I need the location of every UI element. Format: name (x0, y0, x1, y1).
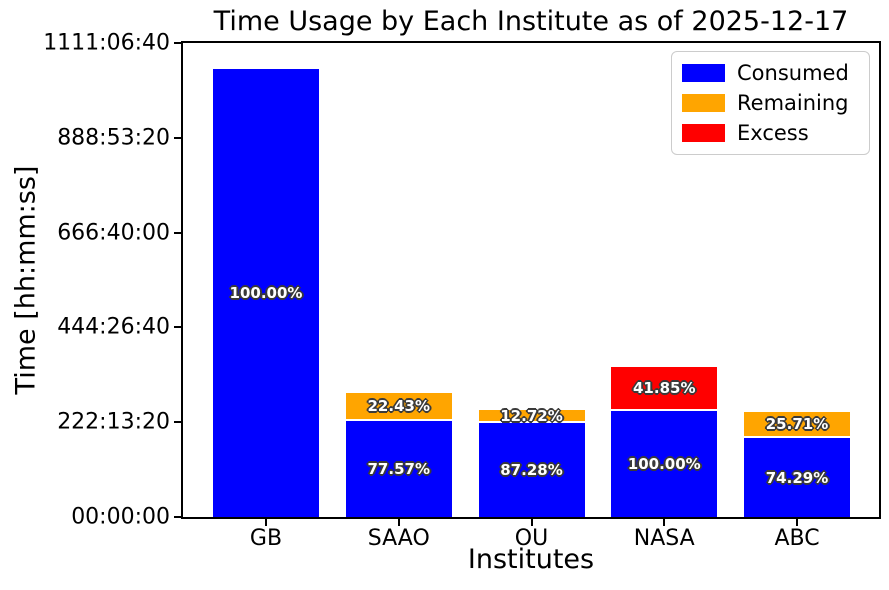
y-tick-mark (174, 421, 181, 424)
x-tick-mark (796, 519, 798, 526)
x-tick-label-saao: SAAO (367, 526, 430, 551)
x-tick-label-gb: GB (249, 526, 283, 551)
y-tick-mark (174, 231, 181, 234)
bar-percent-label: 87.28% (500, 461, 563, 480)
legend-swatch-remaining (682, 94, 725, 112)
x-tick-label-nasa: NASA (633, 526, 695, 551)
y-axis-label: Time [hh:mm:ss] (10, 165, 42, 395)
bar-ou-remaining: 12.72% (478, 406, 585, 425)
plot-area: 00:00:00 222:13:20 444:26:40 666:40:00 888:5… (43, 31, 881, 551)
legend-item-excess: Excess (682, 119, 859, 147)
y-tick-label: 666:40:00 (57, 220, 170, 246)
x-tick-mark (397, 519, 400, 526)
bar-percent-label: 100.00% (627, 455, 701, 474)
legend-label-excess: Excess (737, 121, 809, 145)
legend-swatch-consumed (682, 64, 725, 82)
y-tick-mark (174, 516, 181, 518)
bar-saao-consumed: 77.57% (345, 421, 452, 517)
bar-percent-label: 100.00% (229, 284, 303, 303)
bar-percent-label: 41.85% (633, 379, 696, 398)
y-tick-label: 444:26:40 (57, 314, 170, 340)
chart-title: Time Usage by Each Institute as of 2025-… (213, 6, 849, 37)
legend-label-consumed: Consumed (737, 61, 849, 85)
y-tick-mark (174, 326, 181, 329)
x-tick-label-ou: OU (514, 526, 549, 551)
x-axis-label: Institutes (467, 544, 595, 575)
bar-gb-consumed: 100.00% (213, 69, 319, 517)
bar-percent-label: 22.43% (367, 397, 430, 416)
y-tick-mark (174, 42, 181, 44)
x-tick-mark (530, 519, 533, 526)
bar-percent-label: 12.72% (500, 406, 563, 425)
bar-abc-consumed: 74.29% (744, 438, 850, 517)
y-tick-label: 222:13:20 (57, 409, 170, 435)
legend-item-consumed: Consumed (682, 59, 859, 87)
bar-saao-remaining: 22.43% (345, 393, 452, 422)
bar-abc-remaining: 25.71% (744, 412, 850, 439)
y-tick-label: 1111:06:40 (43, 30, 170, 56)
bar-nasa-excess: 41.85% (611, 366, 718, 412)
bar-percent-label: 77.57% (367, 460, 430, 478)
x-tick-mark (265, 519, 267, 526)
y-tick-mark (174, 136, 181, 139)
bar-ou-consumed: 87.28% (478, 423, 585, 517)
x-tick-label-abc: ABC (774, 526, 820, 551)
legend: Consumed Remaining Excess (671, 51, 870, 155)
legend-item-remaining: Remaining (682, 89, 859, 117)
legend-label-remaining: Remaining (737, 91, 849, 115)
y-tick-label: 00:00:00 (71, 504, 170, 530)
y-tick-label: 888:53:20 (57, 125, 170, 151)
bar-percent-label: 25.71% (765, 415, 829, 434)
bar-nasa-consumed: 100.00% (611, 411, 718, 517)
x-tick-mark (663, 519, 666, 526)
legend-swatch-excess (682, 124, 725, 142)
bar-percent-label: 74.29% (765, 468, 829, 487)
